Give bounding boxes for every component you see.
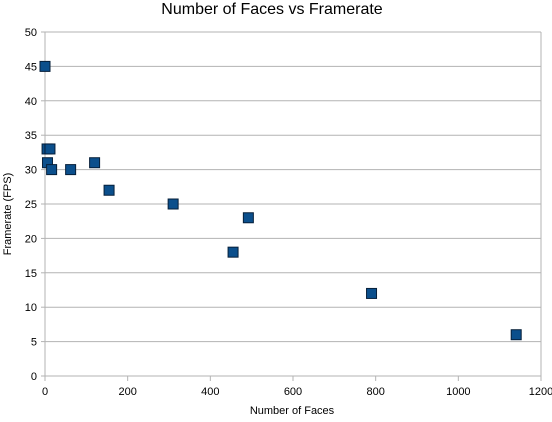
y-tick-label: 25 <box>25 199 37 211</box>
data-point <box>65 164 77 176</box>
x-axis-label: Number of Faces <box>250 405 335 417</box>
y-axis-label: Framerate (FPS) <box>2 173 14 256</box>
data-point <box>44 143 56 155</box>
data-point <box>227 246 239 258</box>
data-point <box>242 212 254 224</box>
x-tick-label: 200 <box>118 386 136 398</box>
y-tick-label: 0 <box>31 371 37 383</box>
data-point <box>167 198 179 210</box>
data-point <box>103 184 115 196</box>
y-tick-label: 40 <box>25 96 37 108</box>
data-point <box>89 157 101 169</box>
x-tick-label: 1200 <box>529 386 552 398</box>
y-tick-label: 45 <box>25 61 37 73</box>
chart-title: Number of Faces vs Framerate <box>161 1 383 18</box>
point-layer <box>39 60 522 341</box>
x-tick-label: 800 <box>366 386 384 398</box>
y-tick-label: 30 <box>25 165 37 177</box>
data-point <box>510 329 522 341</box>
y-tick-label: 10 <box>25 302 37 314</box>
y-tick-label: 50 <box>25 27 37 39</box>
data-point <box>39 60 51 72</box>
y-tick-label: 20 <box>25 233 37 245</box>
data-point <box>46 164 58 176</box>
grid-layer <box>45 31 541 377</box>
x-tick-label: 600 <box>284 386 302 398</box>
x-tick-label: 0 <box>42 386 48 398</box>
data-point <box>366 287 378 299</box>
y-tick-label: 15 <box>25 268 37 280</box>
tick-layer: 0 5 10 15 20 25 30 35 40 45 50 0 200 400 600 800 1000 120… <box>25 27 552 398</box>
x-tick-label: 400 <box>201 386 219 398</box>
y-tick-label: 5 <box>31 337 37 349</box>
y-tick-label: 35 <box>25 130 37 142</box>
x-tick-label: 1000 <box>446 386 470 398</box>
